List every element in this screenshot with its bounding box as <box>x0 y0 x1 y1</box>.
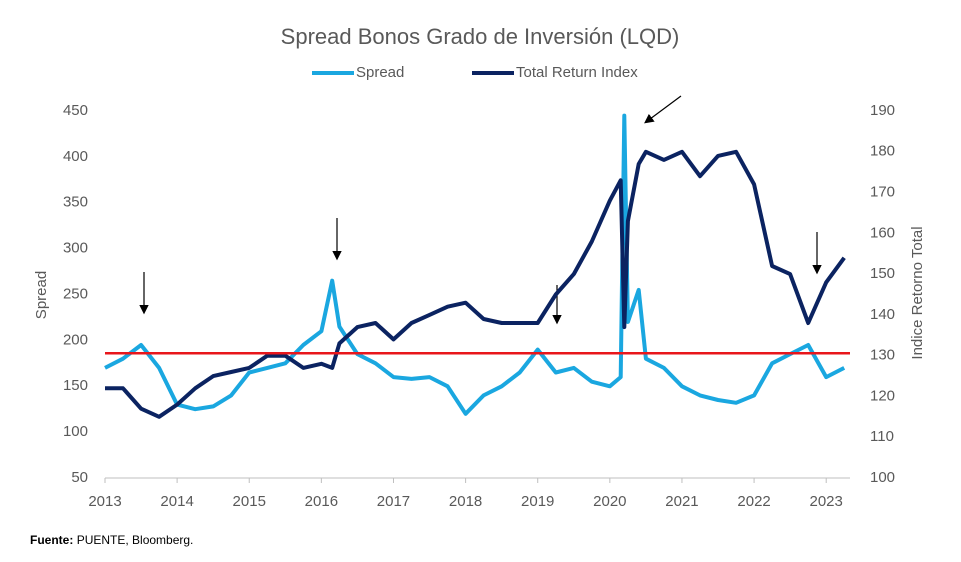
legend-label: Total Return Index <box>516 64 638 81</box>
x-tick-label: 2017 <box>377 493 410 510</box>
source-text: PUENTE, Bloomberg. <box>77 533 194 547</box>
x-tick-label: 2016 <box>305 493 338 510</box>
y2-tick-label: 160 <box>870 224 895 241</box>
x-tick-label: 2015 <box>233 493 266 510</box>
x-tick-label: 2014 <box>160 493 193 510</box>
y-tick-label: 200 <box>63 331 88 348</box>
y2-tick-label: 100 <box>870 469 895 486</box>
x-tick-label: 2021 <box>665 493 698 510</box>
y2-tick-label: 180 <box>870 143 895 160</box>
x-tick-label: 2019 <box>521 493 554 510</box>
source: Fuente: PUENTE, Bloomberg. <box>30 533 193 547</box>
source-label: Fuente: <box>30 533 73 547</box>
y2-tick-label: 150 <box>870 265 895 282</box>
y2-tick-label: 170 <box>870 184 895 201</box>
y2-tick-label: 190 <box>870 102 895 119</box>
y2-tick-label: 130 <box>870 347 895 364</box>
legend-label: Spread <box>356 64 404 81</box>
chart-title: Spread Bonos Grado de Inversión (LQD) <box>281 24 680 49</box>
x-tick-label: 2023 <box>810 493 843 510</box>
arrow <box>644 95 682 124</box>
y2-tick-label: 120 <box>870 387 895 404</box>
y-tick-label: 400 <box>63 148 88 165</box>
arrows <box>139 95 822 325</box>
x-tick-label: 2022 <box>737 493 770 510</box>
y-tick-label: 150 <box>63 377 88 394</box>
x-tick-label: 2018 <box>449 493 482 510</box>
y-tick-label: 450 <box>63 102 88 119</box>
y-tick-label: 300 <box>63 240 88 257</box>
y-tick-label: 50 <box>71 469 88 486</box>
y-tick-label: 350 <box>63 194 88 211</box>
y-axis-label: Spread <box>33 271 50 319</box>
y-tick-label: 250 <box>63 285 88 302</box>
y-tick-label: 100 <box>63 423 88 440</box>
x-tick-label: 2020 <box>593 493 626 510</box>
series-line <box>104 113 846 416</box>
y2-tick-label: 110 <box>870 428 894 445</box>
series-line <box>105 149 846 419</box>
y2-axis-label: Indice Retorno Total <box>909 226 926 359</box>
y2-tick-label: 140 <box>870 306 895 323</box>
x-tick-label: 2013 <box>88 493 121 510</box>
